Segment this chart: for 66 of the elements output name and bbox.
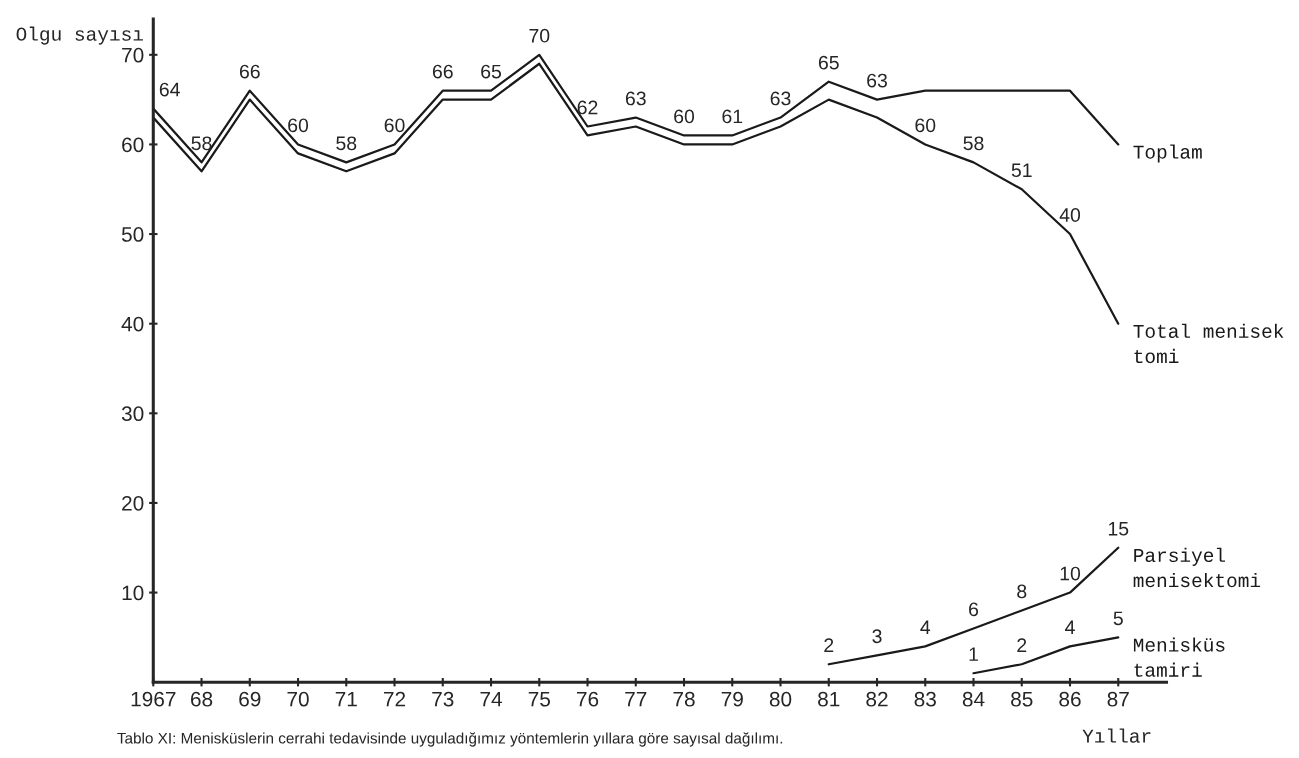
series-label: Total menisek tomi <box>1133 323 1284 364</box>
annotation: 1 <box>969 647 978 661</box>
annotation: 65 <box>481 64 502 79</box>
x-tick-label: 84 <box>962 691 985 707</box>
annotation: 63 <box>770 91 791 106</box>
x-tick-label: 77 <box>625 691 647 707</box>
annotation: 2 <box>824 638 834 652</box>
y-tick-label: 50 <box>121 227 144 242</box>
annotation: 63 <box>625 91 646 106</box>
annotation: 58 <box>336 136 357 151</box>
series-label: Parsiyel menisektomi <box>1133 547 1261 588</box>
annotation: 10 <box>1060 566 1081 581</box>
annotation: 66 <box>432 64 453 79</box>
y-tick-label: 30 <box>121 406 144 422</box>
annotation: 62 <box>577 100 598 115</box>
y-tick-label: 60 <box>122 137 144 153</box>
annotation: 58 <box>191 136 212 151</box>
x-tick-label: 69 <box>239 691 261 707</box>
x-tick-label: 78 <box>673 691 695 707</box>
x-tick-label: 74 <box>480 691 502 707</box>
x-tick-label: 73 <box>432 691 454 707</box>
annotation: 64 <box>159 82 180 97</box>
x-tick-label: 76 <box>577 691 599 707</box>
text: Tablo XI: Menisküslerin cerrahi tedavisinde uyguladığımız yöntemlerin yıllara göre sayısal dağılımı. <box>117 732 783 747</box>
annotation: 3 <box>872 629 882 644</box>
annotation: 15 <box>1108 522 1129 536</box>
x-tick-label: 71 <box>335 691 357 707</box>
x-tick-label: 82 <box>866 691 888 707</box>
annotation: 70 <box>529 28 550 43</box>
annotation: 58 <box>963 136 984 151</box>
annotation: 63 <box>867 73 887 88</box>
x-tick-label: 83 <box>914 691 936 707</box>
annotation: 66 <box>239 64 260 79</box>
annotation: 60 <box>384 118 405 133</box>
annotation: 40 <box>1059 208 1081 222</box>
annotation: 6 <box>969 602 979 617</box>
series-label: Toplam <box>1133 144 1202 163</box>
x-tick-label: 72 <box>384 691 406 707</box>
y-tick-label: 10 <box>122 585 144 601</box>
annotation: 5 <box>1113 611 1123 626</box>
annotation: 4 <box>920 620 931 634</box>
y-tick-label: 40 <box>121 316 144 332</box>
annotation: 60 <box>674 109 695 124</box>
y-tick-label: 20 <box>122 495 144 511</box>
annotation: 2 <box>1017 638 1027 652</box>
y-axis-title: Olgu sayısı <box>16 26 143 45</box>
x-axis-title: Yıllar <box>1082 728 1151 743</box>
y-tick-label: 70 <box>122 47 144 63</box>
x-tick-label: 79 <box>721 691 743 707</box>
x-tick-label: 85 <box>1011 691 1033 707</box>
annotation: 8 <box>1017 584 1027 599</box>
x-tick-label: 1967 <box>131 691 176 707</box>
series-label: Menisküs tamiri <box>1133 637 1225 677</box>
annotation: 61 <box>722 109 743 124</box>
annotation: 65 <box>818 55 839 70</box>
x-tick-label: 81 <box>818 691 840 707</box>
annotation: 60 <box>288 118 309 133</box>
x-tick-label: 75 <box>528 691 550 707</box>
x-tick-label: 87 <box>1107 691 1129 707</box>
x-tick-label: 80 <box>769 691 792 707</box>
annotation: 60 <box>915 118 936 133</box>
annotation: 51 <box>1011 163 1032 178</box>
annotation: 4 <box>1065 620 1075 634</box>
x-tick-label: 86 <box>1059 691 1081 707</box>
x-tick-label: 70 <box>287 691 309 707</box>
x-tick-label: 68 <box>191 691 213 707</box>
